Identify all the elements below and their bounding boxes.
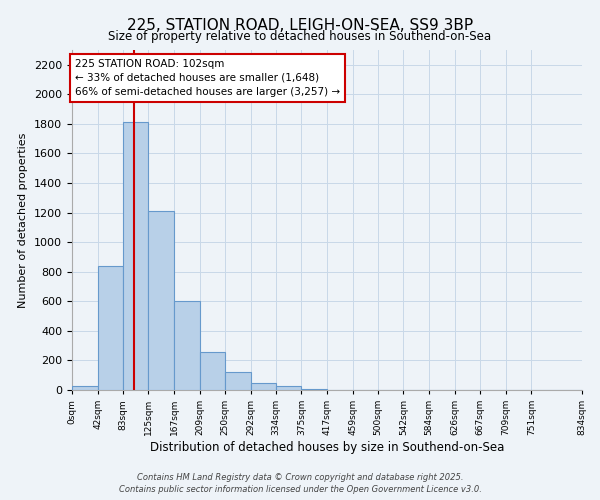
Text: 225, STATION ROAD, LEIGH-ON-SEA, SS9 3BP: 225, STATION ROAD, LEIGH-ON-SEA, SS9 3BP	[127, 18, 473, 32]
Text: Size of property relative to detached houses in Southend-on-Sea: Size of property relative to detached ho…	[109, 30, 491, 43]
Bar	[225, 372, 251, 390]
X-axis label: Distribution of detached houses by size in Southend-on-Sea: Distribution of detached houses by size …	[150, 441, 504, 454]
Bar	[174, 302, 200, 390]
Y-axis label: Number of detached properties: Number of detached properties	[19, 132, 28, 308]
Bar	[98, 266, 123, 390]
Bar	[200, 352, 225, 390]
Bar	[72, 386, 98, 390]
Text: Contains HM Land Registry data © Crown copyright and database right 2025.
Contai: Contains HM Land Registry data © Crown c…	[119, 472, 481, 494]
Bar	[148, 211, 174, 390]
Bar	[276, 386, 301, 390]
Bar	[123, 122, 148, 390]
Bar	[251, 384, 276, 390]
Text: 225 STATION ROAD: 102sqm
← 33% of detached houses are smaller (1,648)
66% of sem: 225 STATION ROAD: 102sqm ← 33% of detach…	[75, 59, 340, 97]
